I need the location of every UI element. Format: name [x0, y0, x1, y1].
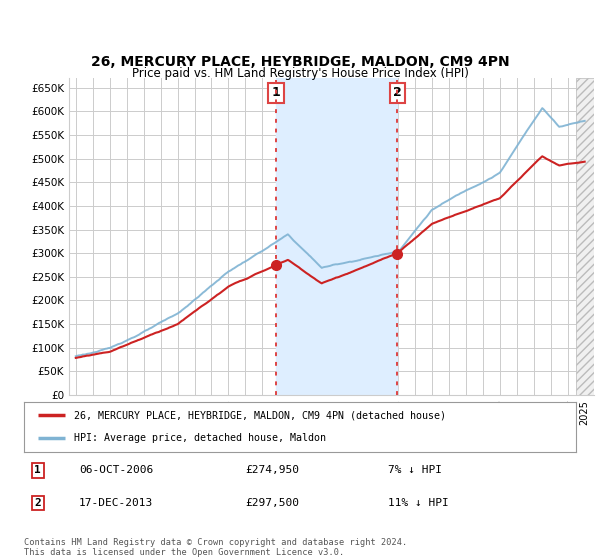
Text: 11% ↓ HPI: 11% ↓ HPI [388, 498, 449, 508]
Text: 1: 1 [34, 465, 41, 475]
Text: 7% ↓ HPI: 7% ↓ HPI [388, 465, 442, 475]
Text: £297,500: £297,500 [245, 498, 299, 508]
Bar [576, 78, 598, 395]
Text: 06-OCT-2006: 06-OCT-2006 [79, 465, 154, 475]
Text: 2: 2 [34, 498, 41, 508]
Text: 2: 2 [393, 86, 402, 99]
Text: Price paid vs. HM Land Registry's House Price Index (HPI): Price paid vs. HM Land Registry's House … [131, 67, 469, 80]
Text: 26, MERCURY PLACE, HEYBRIDGE, MALDON, CM9 4PN: 26, MERCURY PLACE, HEYBRIDGE, MALDON, CM… [91, 55, 509, 69]
Bar [576, 78, 598, 395]
Text: 1: 1 [272, 86, 280, 99]
Text: HPI: Average price, detached house, Maldon: HPI: Average price, detached house, Mald… [74, 433, 326, 444]
Bar [276, 78, 397, 395]
Text: Contains HM Land Registry data © Crown copyright and database right 2024.
This d: Contains HM Land Registry data © Crown c… [24, 538, 407, 557]
Text: 26, MERCURY PLACE, HEYBRIDGE, MALDON, CM9 4PN (detached house): 26, MERCURY PLACE, HEYBRIDGE, MALDON, CM… [74, 410, 446, 420]
Text: 17-DEC-2013: 17-DEC-2013 [79, 498, 154, 508]
Text: £274,950: £274,950 [245, 465, 299, 475]
